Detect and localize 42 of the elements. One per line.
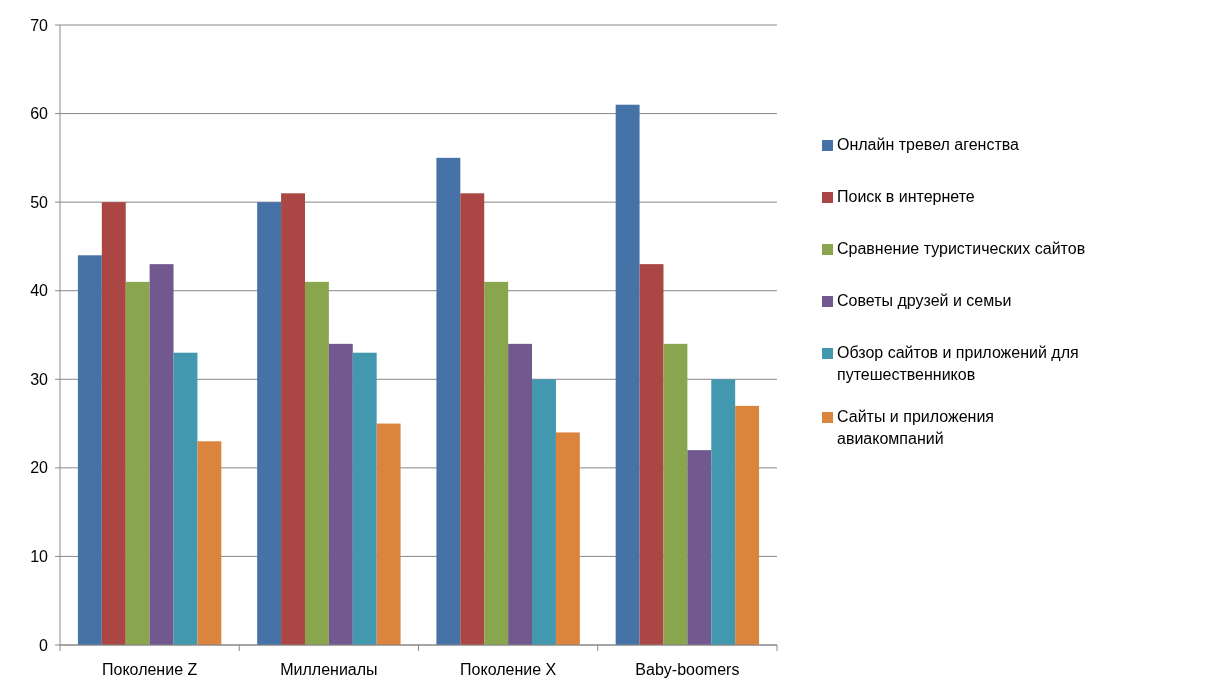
x-tick-label: Baby-boomers bbox=[635, 661, 740, 678]
bar bbox=[508, 343, 533, 645]
bar bbox=[352, 352, 377, 645]
legend-label: Онлайн тревел агенства bbox=[837, 136, 1020, 153]
bar bbox=[304, 281, 329, 645]
bar bbox=[125, 281, 150, 645]
bar bbox=[376, 423, 401, 645]
legend-label: Сравнение туристических сайтов bbox=[837, 240, 1086, 257]
bar bbox=[615, 104, 640, 645]
bar bbox=[149, 264, 174, 645]
bar bbox=[460, 193, 485, 645]
bar bbox=[257, 202, 282, 645]
bar bbox=[77, 255, 102, 645]
bar bbox=[197, 441, 222, 645]
y-tick-label: 20 bbox=[30, 459, 49, 477]
bar bbox=[101, 202, 126, 645]
y-tick-label: 50 bbox=[30, 193, 49, 211]
bar bbox=[735, 405, 760, 645]
bar bbox=[436, 157, 461, 645]
y-tick-label: 30 bbox=[30, 370, 49, 388]
y-tick-label: 0 bbox=[39, 636, 49, 654]
bar bbox=[711, 379, 736, 645]
y-tick-label: 10 bbox=[30, 548, 49, 566]
x-tick-label: Миллениалы bbox=[280, 661, 378, 678]
legend-label: Поиск в интернете bbox=[837, 188, 975, 205]
legend-label: Сайты и приложения авиакомпаний bbox=[837, 408, 994, 447]
legend-label: Обзор сайтов и приложений для путешественников bbox=[837, 344, 1079, 383]
x-tick-label: Поколение X bbox=[460, 661, 557, 678]
bar bbox=[555, 432, 580, 645]
x-tick-label: Поколение Z bbox=[102, 661, 198, 678]
bar bbox=[687, 450, 712, 645]
bar bbox=[173, 352, 198, 645]
bar bbox=[281, 193, 305, 645]
bar bbox=[328, 343, 353, 645]
y-tick-label: 40 bbox=[30, 282, 49, 300]
bar bbox=[484, 281, 509, 645]
y-tick-label: 70 bbox=[30, 16, 49, 34]
y-tick-label: 60 bbox=[30, 105, 49, 123]
bar bbox=[532, 379, 556, 645]
bar bbox=[663, 343, 688, 645]
legend-label: Советы друзей и семьи bbox=[837, 292, 1012, 309]
bar bbox=[639, 264, 664, 645]
